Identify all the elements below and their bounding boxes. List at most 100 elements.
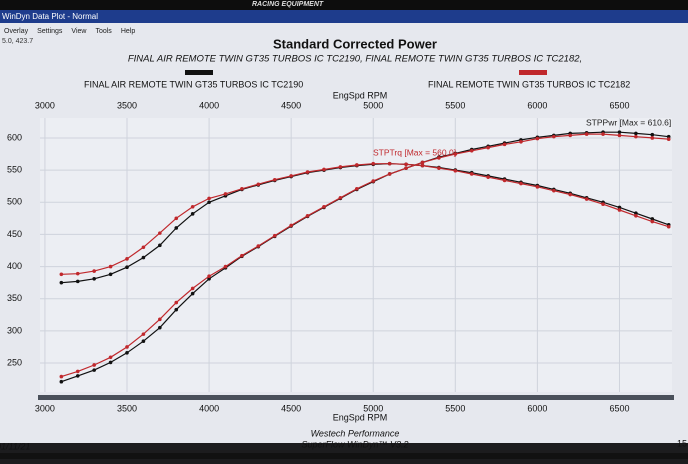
- x-tick-label: 3000: [35, 403, 55, 413]
- torque-point: [437, 166, 441, 170]
- power-point: [92, 368, 96, 372]
- torque-point: [519, 181, 523, 186]
- menu-item[interactable]: View: [71, 28, 87, 35]
- power-point: [256, 244, 261, 248]
- annotation: STPTrq [Max = 560.0]: [373, 147, 456, 157]
- x-tick-label: 4000: [199, 403, 219, 413]
- power-point: [355, 186, 359, 191]
- torque-point: [601, 202, 605, 206]
- cursor-readout: 5.0, 423.7: [2, 38, 33, 45]
- torque-point: [469, 172, 474, 176]
- power-point: [535, 136, 540, 141]
- x-tick-label-top: 4500: [281, 100, 301, 110]
- x-tick-label: 5500: [445, 403, 465, 413]
- window-title: WinDyn Data Plot - Normal: [2, 12, 98, 21]
- legend-label: FINAL REMOTE TWIN GT35 TURBOS IC TC2182: [428, 79, 630, 89]
- chart-subtitle: FINAL AIR REMOTE TWIN GT35 TURBOS IC TC2…: [128, 54, 582, 65]
- power-point: [207, 276, 211, 281]
- torque-point: [141, 255, 146, 260]
- torque-point: [634, 211, 638, 215]
- torque-point: [59, 272, 64, 277]
- power-point: [108, 360, 113, 365]
- footer-date: 01/11/21: [0, 441, 30, 451]
- torque-point: [289, 174, 293, 178]
- power-point: [650, 136, 655, 140]
- torque-point: [75, 279, 80, 284]
- power-point: [92, 363, 96, 367]
- legend-label: FINAL AIR REMOTE TWIN GT35 TURBOS IC TC2…: [84, 79, 303, 89]
- x-tick-label-top: 6500: [609, 100, 629, 110]
- brand: RACING EQUIPMENT: [252, 1, 324, 8]
- bottom-bezel: [0, 453, 688, 459]
- menu-item[interactable]: Settings: [37, 28, 63, 35]
- torque-point: [256, 182, 261, 187]
- torque-point: [453, 168, 458, 173]
- torque-line: [61, 163, 669, 275]
- power-line: [61, 133, 669, 378]
- menu-item[interactable]: Help: [121, 28, 136, 35]
- legend-swatch: [519, 70, 547, 75]
- power-point: [289, 223, 293, 228]
- power-point: [158, 317, 162, 322]
- power-point: [158, 325, 162, 330]
- x-tick-label-top: 6000: [527, 100, 547, 110]
- torque-point: [420, 163, 425, 168]
- torque-point: [141, 245, 146, 250]
- x-tick-label: 6000: [527, 403, 547, 413]
- plot-area: [40, 118, 672, 392]
- power-point: [453, 152, 458, 156]
- torque-point: [92, 269, 96, 273]
- power-point: [322, 204, 326, 209]
- x-tick-label-top: 3000: [35, 100, 55, 110]
- torque-point: [92, 276, 96, 281]
- power-point: [404, 166, 408, 170]
- torque-point: [174, 226, 179, 230]
- torque-point: [338, 165, 343, 169]
- x-axis-title: EngSpd RPM: [333, 412, 388, 422]
- x-tick-label-top: 3500: [117, 100, 137, 110]
- torque-point: [584, 197, 589, 201]
- torque-point: [108, 272, 113, 277]
- footer-page: 15: [677, 438, 687, 448]
- x-tick-label: 6500: [609, 403, 629, 413]
- torque-point: [190, 212, 195, 216]
- torque-point: [75, 271, 80, 276]
- x-tick-label-top: 5000: [363, 100, 383, 110]
- y-tick-label: 550: [7, 164, 22, 174]
- torque-point: [502, 178, 507, 183]
- power-point: [125, 345, 129, 349]
- y-tick-label: 450: [7, 229, 22, 239]
- power-point: [552, 134, 556, 139]
- torque-point: [617, 205, 622, 210]
- power-point: [634, 131, 638, 136]
- footer-company: Westech Performance: [311, 428, 400, 438]
- power-point: [437, 156, 441, 160]
- torque-point: [552, 188, 556, 193]
- y-tick-label: 250: [7, 357, 22, 367]
- torque-point: [322, 167, 326, 172]
- torque-point: [371, 161, 376, 166]
- chart-title: Standard Corrected Power: [273, 36, 437, 51]
- y-tick-label: 350: [7, 293, 22, 303]
- power-point: [666, 137, 671, 142]
- torque-point: [568, 192, 573, 197]
- menu-item[interactable]: Tools: [95, 28, 112, 35]
- power-point: [75, 374, 80, 378]
- power-point: [125, 350, 129, 355]
- torque-point: [272, 177, 277, 182]
- title-bar: [0, 10, 688, 23]
- torque-point: [125, 265, 129, 270]
- top-bezel: [0, 0, 688, 10]
- torque-point: [125, 257, 129, 261]
- power-point: [420, 160, 425, 165]
- x-tick-label: 3500: [117, 403, 137, 413]
- power-point: [502, 142, 507, 147]
- x-tick-label: 5000: [363, 403, 383, 413]
- torque-point: [240, 186, 244, 191]
- power-point: [141, 339, 146, 343]
- menu-item[interactable]: Overlay: [4, 28, 29, 35]
- torque-point: [59, 280, 64, 285]
- x-tick-label-top: 4000: [199, 100, 219, 110]
